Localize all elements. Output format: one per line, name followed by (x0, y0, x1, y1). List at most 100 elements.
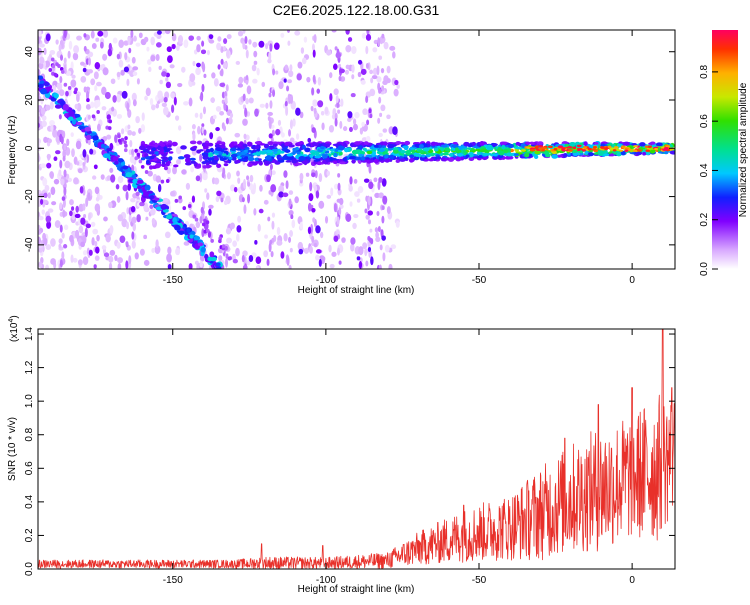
heatmap-speck-cell (139, 201, 145, 207)
heatmap-faint-diagonal-cell (86, 98, 90, 103)
heatmap-streak-cell (202, 106, 206, 115)
heatmap-background-cell (100, 174, 105, 180)
heatmap-background-cell (56, 82, 61, 90)
heatmap-background-cell (52, 85, 57, 93)
heatmap-diagonal-band-cell (85, 134, 92, 141)
heatmap-background-cell (378, 55, 383, 60)
heatmap-background-cell (315, 254, 320, 261)
heatmap-horizontal-band-cell (157, 150, 165, 155)
spectrogram-y-tick-label: -20 (24, 189, 35, 204)
heatmap-speck-cell (82, 149, 87, 158)
heatmap-horizontal-band-cell (258, 143, 266, 146)
heatmap-speck-cell (349, 176, 353, 185)
heatmap-horizontal-band-cell (254, 157, 260, 162)
heatmap-background-cell (136, 78, 140, 85)
spectrogram-y-axis-label: Frequency (Hz) (7, 116, 18, 185)
heatmap-background-cell (395, 220, 400, 228)
heatmap-streak-cell (288, 236, 292, 243)
heatmap-background-cell (151, 104, 156, 111)
heatmap-streak-cell (128, 214, 132, 223)
heatmap-streak-cell (247, 193, 251, 204)
heatmap-speck-cell (370, 256, 374, 266)
heatmap-background-cell (90, 78, 96, 86)
heatmap-horizontal-band-cell (486, 146, 492, 151)
heatmap-streak-cell (241, 254, 245, 263)
heatmap-horizontal-band-cell (205, 148, 211, 153)
heatmap-horizontal-band-cell (413, 155, 420, 161)
heatmap-background-cell (150, 36, 155, 46)
heatmap-background-cell (386, 78, 391, 84)
heatmap-streak-cell (126, 207, 130, 215)
heatmap-streak-cell (59, 259, 63, 268)
heatmap-horizontal-band-cell (284, 149, 291, 153)
heatmap-background-cell (87, 69, 94, 74)
heatmap-background-cell (43, 47, 47, 56)
heatmap-background-cell (116, 241, 121, 249)
heatmap-speck-cell (171, 43, 176, 50)
heatmap-horizontal-band-cell (354, 141, 361, 145)
heatmap-background-cell (158, 65, 162, 71)
heatmap-horizontal-band-cell (403, 154, 408, 158)
heatmap-horizontal-band-cell (491, 153, 499, 157)
heatmap-background-cell (324, 216, 329, 224)
heatmap-background-cell (50, 238, 56, 247)
heatmap-diagonal-band-cell (54, 104, 62, 109)
heatmap-horizontal-band-cell (564, 143, 570, 147)
heatmap-diagonal-band-cell (197, 242, 204, 247)
heatmap-speck-cell (88, 249, 93, 256)
snr-y-axis-label: SNR (10 * v/v) (7, 417, 18, 481)
heatmap-horizontal-band-cell (258, 158, 262, 161)
heatmap-streak-cell (86, 90, 90, 101)
heatmap-horizontal-band-cell (215, 147, 223, 152)
heatmap-peak-cell (645, 149, 651, 152)
heatmap-background-cell (347, 117, 352, 123)
heatmap-faint-diagonal-cell (227, 256, 232, 261)
heatmap-background-cell (96, 99, 101, 108)
heatmap-background-cell (85, 104, 91, 110)
heatmap-diagonal-band-cell (178, 230, 185, 235)
heatmap-diagonal-band-cell (186, 228, 191, 233)
heatmap-peak-cell (561, 149, 566, 152)
heatmap-background-cell (68, 40, 73, 50)
heatmap-horizontal-band-cell (254, 145, 260, 150)
heatmap-streak-cell (131, 164, 135, 172)
heatmap-background-cell (38, 68, 41, 77)
heatmap-background-cell (232, 240, 238, 248)
heatmap-background-cell (82, 234, 87, 244)
heatmap-background-cell (117, 214, 124, 222)
heatmap-background-cell (47, 138, 52, 144)
heatmap-speck-cell (347, 37, 353, 42)
heatmap-horizontal-band-cell (343, 144, 348, 148)
heatmap-horizontal-band-cell (204, 143, 210, 146)
heatmap-horizontal-band-cell (171, 141, 178, 147)
heatmap-background-cell (109, 249, 116, 256)
heatmap-background-cell (265, 102, 269, 109)
heatmap-horizontal-band-cell (247, 142, 253, 147)
heatmap-background-cell (135, 42, 141, 47)
heatmap-background-cell (211, 72, 216, 79)
heatmap-diagonal-band-cell (146, 190, 154, 194)
heatmap-background-cell (276, 226, 281, 236)
snr-x-tick-label: -150 (163, 575, 183, 586)
heatmap-background-cell (133, 35, 137, 42)
heatmap-horizontal-band-cell (436, 156, 442, 160)
heatmap-background-cell (143, 234, 148, 240)
heatmap-horizontal-band-cell (444, 147, 450, 151)
heatmap-streak-cell (58, 44, 62, 52)
heatmap-background-cell (350, 243, 355, 252)
heatmap-streak-cell (289, 247, 293, 253)
heatmap-streak-cell (379, 244, 383, 251)
heatmap-speck-cell (82, 67, 87, 73)
heatmap-background-cell (396, 84, 400, 89)
heatmap-streak-cell (82, 203, 86, 211)
heatmap-diagonal-band-cell (136, 179, 144, 184)
heatmap-background-cell (295, 133, 300, 140)
heatmap-background-cell (116, 71, 121, 78)
heatmap-background-cell (271, 212, 276, 218)
heatmap-background-cell (109, 225, 114, 234)
heatmap-diagonal-band-cell (154, 197, 160, 201)
heatmap-speck-cell (114, 134, 118, 144)
heatmap-background-cell (132, 99, 137, 107)
heatmap-horizontal-band-cell (358, 153, 365, 157)
